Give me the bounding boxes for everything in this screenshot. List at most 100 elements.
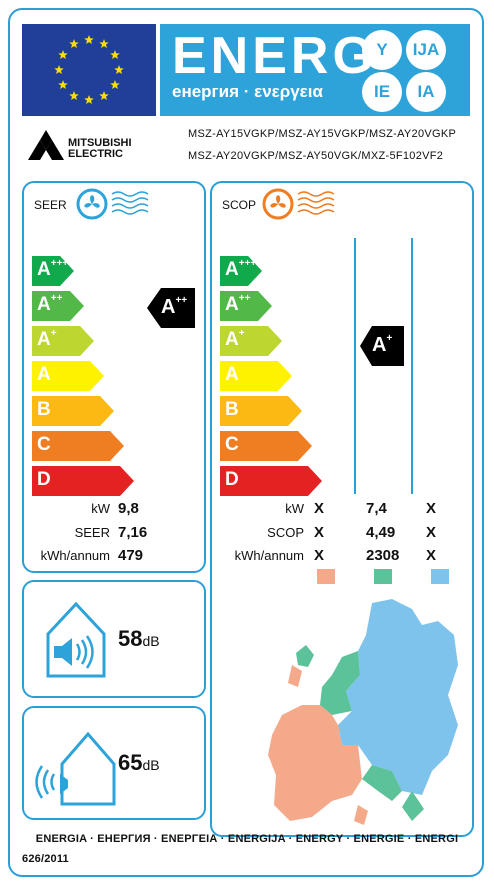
outdoor-db-unit: dB <box>142 757 160 773</box>
heating-class-1: A+++ <box>220 256 262 286</box>
outdoor-noise-level: 65dB <box>118 750 160 776</box>
heat-row-label-scop: SCOP <box>267 525 304 540</box>
heat-row-value-kw-colder: X <box>314 500 325 517</box>
heating-fan-icon <box>262 186 342 222</box>
cooling-class-label: B <box>37 399 51 420</box>
energy-title: ENERG <box>172 27 377 85</box>
heating-rating-marker: A+ <box>360 326 404 366</box>
lang-badge-y: Y <box>362 30 402 70</box>
eu-star-icon <box>114 65 124 75</box>
eu-star-icon <box>110 80 120 90</box>
cooling-class-label: A <box>37 364 51 385</box>
heat-row-label-kw: kW <box>285 501 304 516</box>
eu-star-icon <box>54 65 64 75</box>
heating-class-label: B <box>225 399 239 420</box>
eu-star-icon <box>84 95 94 105</box>
cooling-class-label: A++ <box>37 293 63 315</box>
indoor-db-value: 58 <box>118 626 143 651</box>
cool-row-label-kw: kW <box>91 501 110 516</box>
cool-row-label-seer: SEER <box>74 525 110 540</box>
cooling-class-label: C <box>37 434 51 455</box>
lang-badge-ija: IJA <box>406 30 446 70</box>
zone-swatch-average <box>374 569 392 584</box>
label-frame <box>8 8 484 877</box>
heating-panel <box>210 181 474 837</box>
indoor-noise-level: 58dB <box>118 626 160 652</box>
heat-row-value-scop-colder: X <box>314 524 325 541</box>
heating-class-label: A+++ <box>225 258 257 280</box>
cooling-class-2: A++ <box>32 291 84 321</box>
cooling-class-5: B <box>32 396 114 426</box>
eu-star-icon <box>99 90 109 101</box>
cooling-rating-label: A++ <box>161 295 188 318</box>
heating-class-5: B <box>220 396 302 426</box>
heating-class-label: A++ <box>225 293 251 315</box>
brand-line-1: MITSUBISHI <box>68 137 132 149</box>
heat-row-value-kwh-warmer: X <box>426 547 437 564</box>
heating-class-4: A <box>220 361 292 391</box>
cooling-class-3: A+ <box>32 326 94 356</box>
heat-row-value-scop-warmer: X <box>426 524 437 541</box>
heating-class-6: C <box>220 431 312 461</box>
eu-star-icon <box>84 35 94 45</box>
cool-row-value-kwh: 479 <box>118 547 144 564</box>
cool-row-label-kwh: kWh/annum <box>40 548 110 563</box>
eu-star-icon <box>99 39 109 49</box>
europe-climate-map <box>262 595 468 831</box>
scop-title: SCOP <box>222 198 257 212</box>
brand-line-2: ELECTRIC <box>68 148 123 160</box>
models-line-1: MSZ-AY15VGKP/MSZ-AY15VGKP/MSZ-AY20VGKP <box>188 128 457 140</box>
heating-class-label: C <box>225 434 239 455</box>
cool-row-value-seer: 7,16 <box>118 524 148 541</box>
cooling-panel <box>22 181 206 573</box>
outdoor-noise-panel <box>22 706 206 820</box>
zone-swatch-warmer <box>431 569 449 584</box>
models-line-2: MSZ-AY20VGKP/MSZ-AY50VGK/MXZ-5F102VF2 <box>188 150 444 162</box>
eu-star-icon <box>69 90 79 101</box>
cooling-class-6: C <box>32 431 124 461</box>
indoor-noise-panel <box>22 580 206 698</box>
cooling-fan-icon <box>76 186 156 222</box>
cooling-class-label: A+ <box>37 328 57 350</box>
zone-swatch-colder <box>317 569 335 584</box>
outdoor-db-value: 65 <box>118 750 143 775</box>
lang-badge-ia: IA <box>406 72 446 112</box>
cool-row-value-kw: 9,8 <box>118 500 139 517</box>
heating-class-7: D <box>220 466 322 496</box>
outdoor-speaker-icon <box>32 728 116 808</box>
heating-class-2: A++ <box>220 291 272 321</box>
indoor-db-unit: dB <box>142 633 160 649</box>
heating-class-label: A <box>225 364 239 385</box>
zone-divider-2 <box>411 238 413 494</box>
heating-class-label: D <box>225 469 239 490</box>
lang-badge-ie: IE <box>362 72 402 112</box>
heat-row-value-scop-average: 4,49 <box>366 524 396 541</box>
heat-row-label-kwh: kWh/annum <box>234 548 304 563</box>
regulation-number: 626/2011 <box>22 853 69 865</box>
brand-name: MITSUBISHI ELECTRIC <box>68 138 132 160</box>
cooling-class-1: A+++ <box>32 256 74 286</box>
eu-star-icon <box>58 80 68 90</box>
cooling-class-7: D <box>32 466 134 496</box>
zone-divider-1 <box>354 238 356 494</box>
footer-languages: ENERGIA · ЕНЕРГИЯ · ΕΝΕΡΓΕΙΑ · ENERGIJA … <box>35 833 459 845</box>
eu-flag <box>22 24 156 116</box>
eu-star-icon <box>69 39 79 49</box>
indoor-speaker-icon <box>44 600 108 680</box>
cooling-class-4: A <box>32 361 104 391</box>
mitsubishi-logo-icon <box>26 130 66 166</box>
cooling-rating-marker: A++ <box>147 288 195 328</box>
heating-class-label: A+ <box>225 328 245 350</box>
heating-rating-label: A+ <box>372 333 393 356</box>
eu-stars-icon <box>22 24 156 116</box>
cooling-class-label: D <box>37 469 51 490</box>
cooling-class-label: A+++ <box>37 258 69 280</box>
heating-class-3: A+ <box>220 326 282 356</box>
eu-star-icon <box>58 50 68 60</box>
heat-row-value-kw-warmer: X <box>426 500 437 517</box>
eu-star-icon <box>110 50 120 60</box>
heat-row-value-kwh-average: 2308 <box>366 547 400 564</box>
seer-title: SEER <box>34 198 67 212</box>
energy-subtitle: енергия · ενεργεια <box>172 82 323 101</box>
heat-row-value-kw-average: 7,4 <box>366 500 387 517</box>
